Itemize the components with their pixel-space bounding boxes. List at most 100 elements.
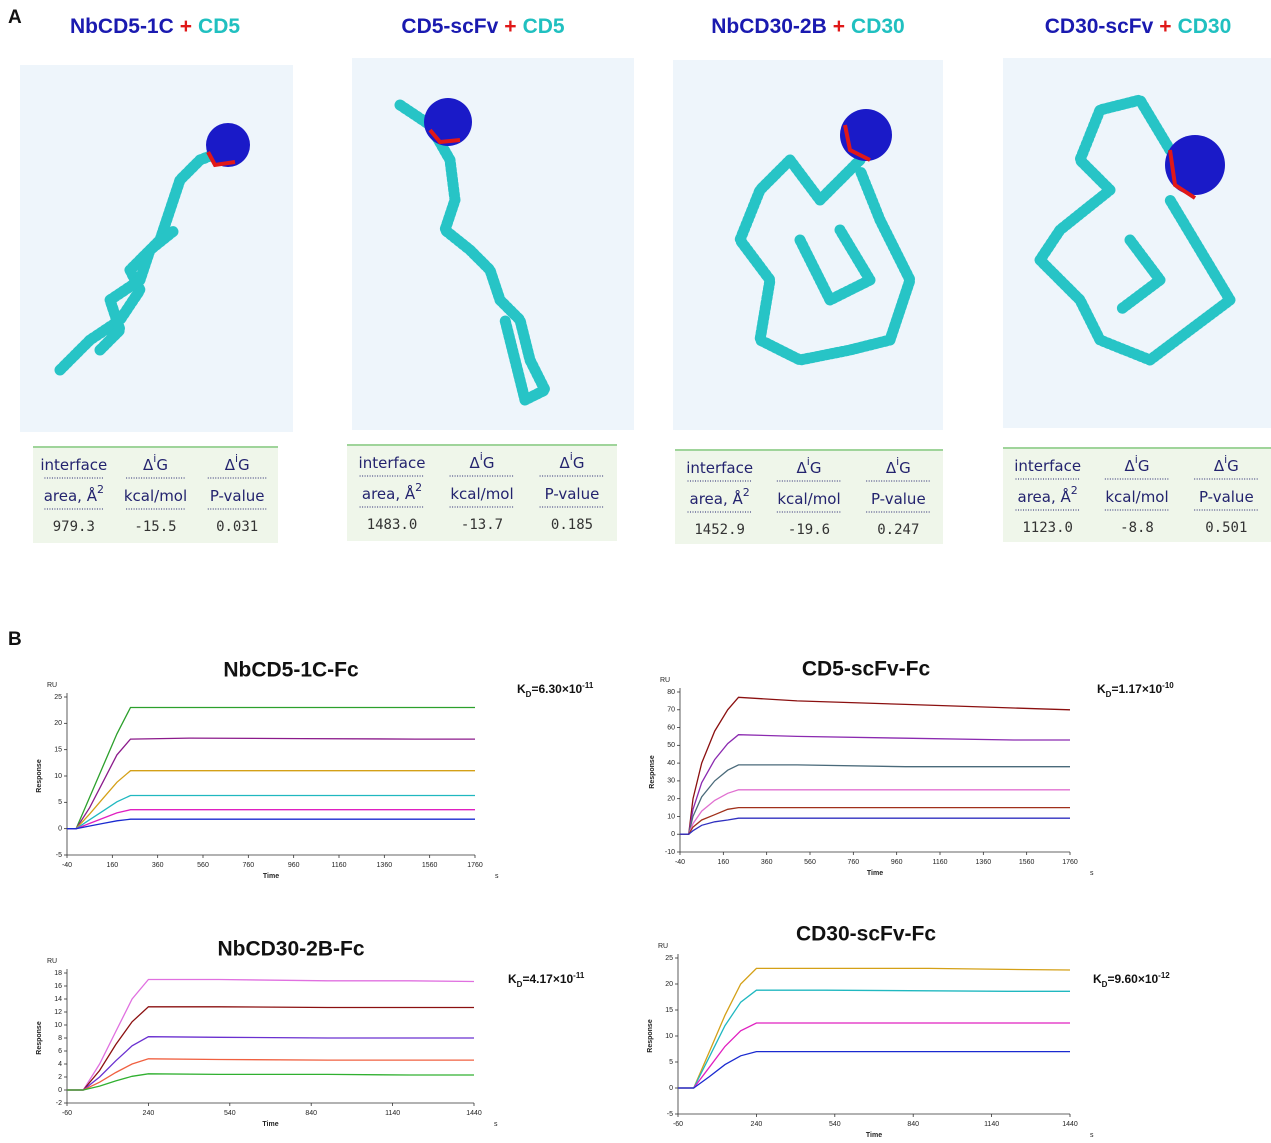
y-tick-label: 0 — [58, 1087, 62, 1094]
kd-text: =1.17×10 — [1111, 682, 1162, 696]
y-tick-label: 25 — [54, 694, 62, 701]
series-line — [680, 808, 1070, 835]
table-value: -8.8 — [1120, 520, 1154, 536]
x-tick-label: 360 — [761, 859, 773, 866]
series-line — [678, 990, 1070, 1088]
title-part: + — [180, 15, 192, 38]
x-tick-label: 1140 — [984, 1121, 999, 1128]
x-tick-label: 960 — [288, 862, 300, 869]
x-tick-label: 560 — [804, 859, 816, 866]
table-header: kcal/mol — [124, 487, 187, 505]
series-line — [678, 1052, 1070, 1088]
table-header: interface — [40, 456, 107, 474]
header-part: kcal/mol — [1105, 488, 1168, 506]
x-tick-label: -40 — [62, 862, 72, 869]
x-axis-label: Time — [866, 1132, 882, 1139]
title-part: CD5 — [198, 15, 240, 38]
x-tick-label: 360 — [152, 862, 164, 869]
table-header: ΔiG — [225, 452, 250, 474]
x-tick-label: 760 — [847, 859, 859, 866]
title-part: NbCD5-1C — [70, 15, 174, 38]
table-value: 1452.9 — [694, 522, 745, 538]
y-tick-label: 5 — [669, 1059, 673, 1066]
y-tick-label: 40 — [667, 760, 675, 767]
kd-annotation: KD=6.30×10-11 — [517, 681, 594, 699]
x-tick-label: 560 — [197, 862, 209, 869]
header-part: interface — [40, 456, 107, 474]
x-tick-label: -60 — [62, 1110, 72, 1117]
y-tick-label: 20 — [54, 720, 62, 727]
header-part: G — [899, 459, 911, 477]
kd-symbol: K — [1097, 682, 1106, 696]
x-tick-label: 760 — [242, 862, 254, 869]
y-tick-label: 20 — [667, 796, 675, 803]
y-tick-label: 8 — [58, 1035, 62, 1042]
header-part: P-value — [210, 487, 265, 505]
x-tick-label: 540 — [224, 1110, 236, 1117]
y-tick-label: 14 — [54, 996, 62, 1003]
title-part: CD30 — [851, 15, 905, 38]
table-header: area, Å2 — [44, 483, 104, 505]
kd-exponent: -11 — [582, 681, 594, 690]
molecule-images — [20, 58, 1271, 432]
y-tick-label: 6 — [58, 1048, 62, 1055]
table-value: -15.5 — [134, 519, 176, 535]
table-header: interface — [686, 459, 753, 477]
y-tick-label: 5 — [58, 799, 62, 806]
header-part: area, Å — [690, 489, 744, 508]
series-line — [680, 735, 1070, 835]
table-header: ΔiG — [1125, 453, 1150, 475]
x-tick-label: 540 — [829, 1121, 841, 1128]
table-header: area, Å2 — [690, 486, 750, 508]
x-tick-label: 240 — [143, 1110, 155, 1117]
y-unit: RU — [47, 958, 57, 965]
x-unit: s — [494, 1121, 498, 1128]
x-tick-label: 1760 — [467, 862, 483, 869]
y-tick-label: 0 — [669, 1085, 673, 1092]
table-header: interface — [1014, 457, 1081, 475]
table-value: 0.031 — [216, 519, 258, 535]
table-value: -13.7 — [461, 517, 503, 533]
header-part: interface — [1014, 457, 1081, 475]
table-header: ΔiG — [886, 455, 911, 477]
y-tick-label: 15 — [54, 747, 62, 754]
panel-label: A — [8, 7, 22, 28]
header-part: area, Å — [1018, 487, 1072, 506]
chart-title: NbCD5-1C-Fc — [223, 659, 359, 682]
x-axis-label: Time — [263, 873, 279, 880]
y-axis-label: Response — [36, 1021, 43, 1055]
kd-annotation: KD=4.17×10-11 — [508, 971, 585, 989]
x-tick-label: 1560 — [1019, 859, 1035, 866]
header-part: area, Å — [44, 486, 98, 505]
y-tick-label: 0 — [58, 826, 62, 833]
table-header: interface — [359, 454, 426, 472]
x-tick-label: 840 — [907, 1121, 919, 1128]
x-tick-label: 1360 — [377, 862, 393, 869]
y-tick-label: 0 — [671, 831, 675, 838]
header-part: G — [573, 454, 585, 472]
complex-title: CD5-scFv+CD5 — [401, 15, 564, 38]
x-tick-label: 960 — [891, 859, 903, 866]
complex-title: CD30-scFv+CD30 — [1045, 15, 1232, 38]
series-line — [67, 1074, 474, 1090]
y-unit: RU — [658, 943, 668, 950]
table-value: 0.185 — [551, 517, 593, 533]
chart-title: CD30-scFv-Fc — [796, 923, 936, 946]
header-part: G — [238, 456, 250, 474]
table-header: kcal/mol — [450, 485, 513, 503]
y-tick-label: 25 — [665, 955, 673, 962]
header-part: P-value — [1199, 488, 1254, 506]
series-line — [678, 968, 1070, 1088]
table-header: ΔiG — [797, 455, 822, 477]
title-part: CD5 — [523, 15, 565, 38]
table-value: 1123.0 — [1022, 520, 1073, 536]
title-part: + — [1159, 15, 1171, 38]
header-part: 2 — [1071, 484, 1078, 497]
header-part: area, Å — [362, 484, 416, 503]
header-part: G — [1138, 457, 1150, 475]
header-part: kcal/mol — [777, 490, 840, 508]
table-header: area, Å2 — [362, 481, 422, 503]
table-value: 1483.0 — [367, 517, 418, 533]
kd-symbol: K — [1093, 972, 1102, 986]
table-header: P-value — [545, 485, 600, 503]
